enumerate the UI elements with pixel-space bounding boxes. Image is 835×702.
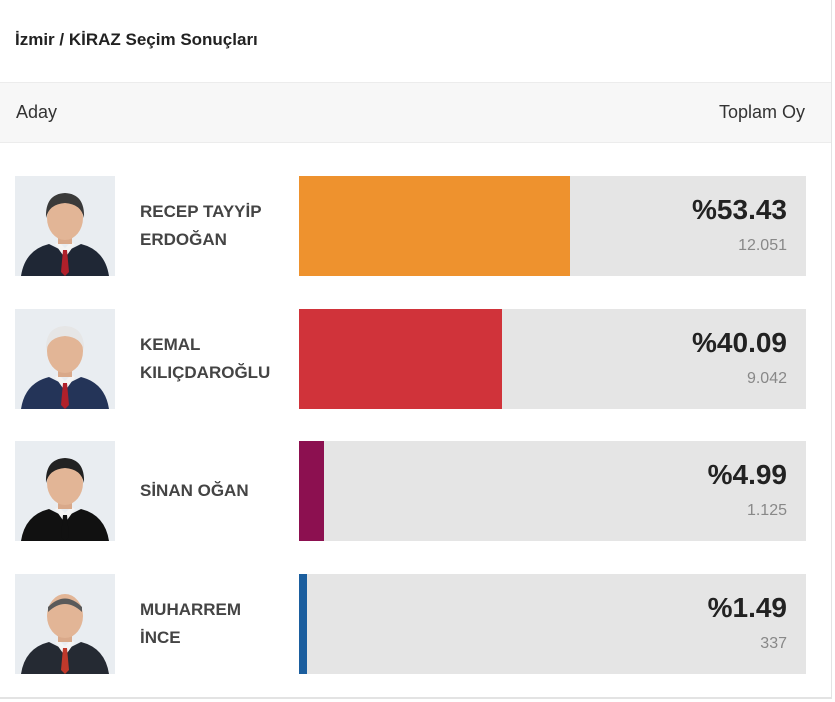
column-header-candidate: Aday	[16, 102, 58, 122]
candidate-photo	[15, 176, 115, 276]
vote-share-bar: %1.49 337	[299, 574, 806, 674]
vote-percentage: %53.43	[692, 194, 787, 225]
candidate-photo	[15, 574, 115, 674]
vote-count: 9.042	[746, 370, 787, 387]
vote-share-fill	[299, 441, 324, 541]
portrait-icon	[15, 574, 115, 674]
candidate-row: RECEP TAYYİP ERDOĞAN %53.43 12.051	[15, 176, 806, 276]
candidate-photo	[15, 309, 115, 409]
candidate-photo	[15, 441, 115, 541]
vote-share-fill	[299, 309, 502, 409]
vote-count: 1.125	[746, 502, 787, 519]
portrait-icon	[15, 441, 115, 541]
vote-share-fill	[299, 574, 307, 674]
vote-percentage: %4.99	[707, 459, 787, 490]
candidate-row: SİNAN OĞAN %4.99 1.125	[15, 441, 806, 541]
candidate-row: MUHARREM İNCE %1.49 337	[15, 574, 806, 674]
vote-percentage: %40.09	[692, 327, 787, 358]
vote-share-bar: %40.09 9.042	[299, 309, 806, 409]
table-header: Aday Toplam Oy	[0, 82, 831, 143]
vote-count: 337	[760, 635, 787, 652]
vote-share-bar: %53.43 12.051	[299, 176, 806, 276]
vote-percentage: %1.49	[707, 592, 787, 623]
column-header-total-votes: Toplam Oy	[718, 102, 805, 122]
portrait-icon	[15, 176, 115, 276]
vote-count: 12.051	[738, 237, 787, 254]
candidate-name: MUHARREM İNCE	[140, 600, 242, 647]
candidate-row: KEMAL KILIÇDAROĞLU %40.09 9.042	[15, 309, 806, 409]
portrait-icon	[15, 309, 115, 409]
page-title: İzmir / KİRAZ Seçim Sonuçları	[15, 30, 258, 49]
candidate-name: SİNAN OĞAN	[140, 481, 249, 500]
candidate-name: KEMAL KILIÇDAROĞLU	[140, 335, 271, 382]
candidate-name: RECEP TAYYİP ERDOĞAN	[140, 202, 262, 249]
vote-share-bar: %4.99 1.125	[299, 441, 806, 541]
vote-share-fill	[299, 176, 570, 276]
